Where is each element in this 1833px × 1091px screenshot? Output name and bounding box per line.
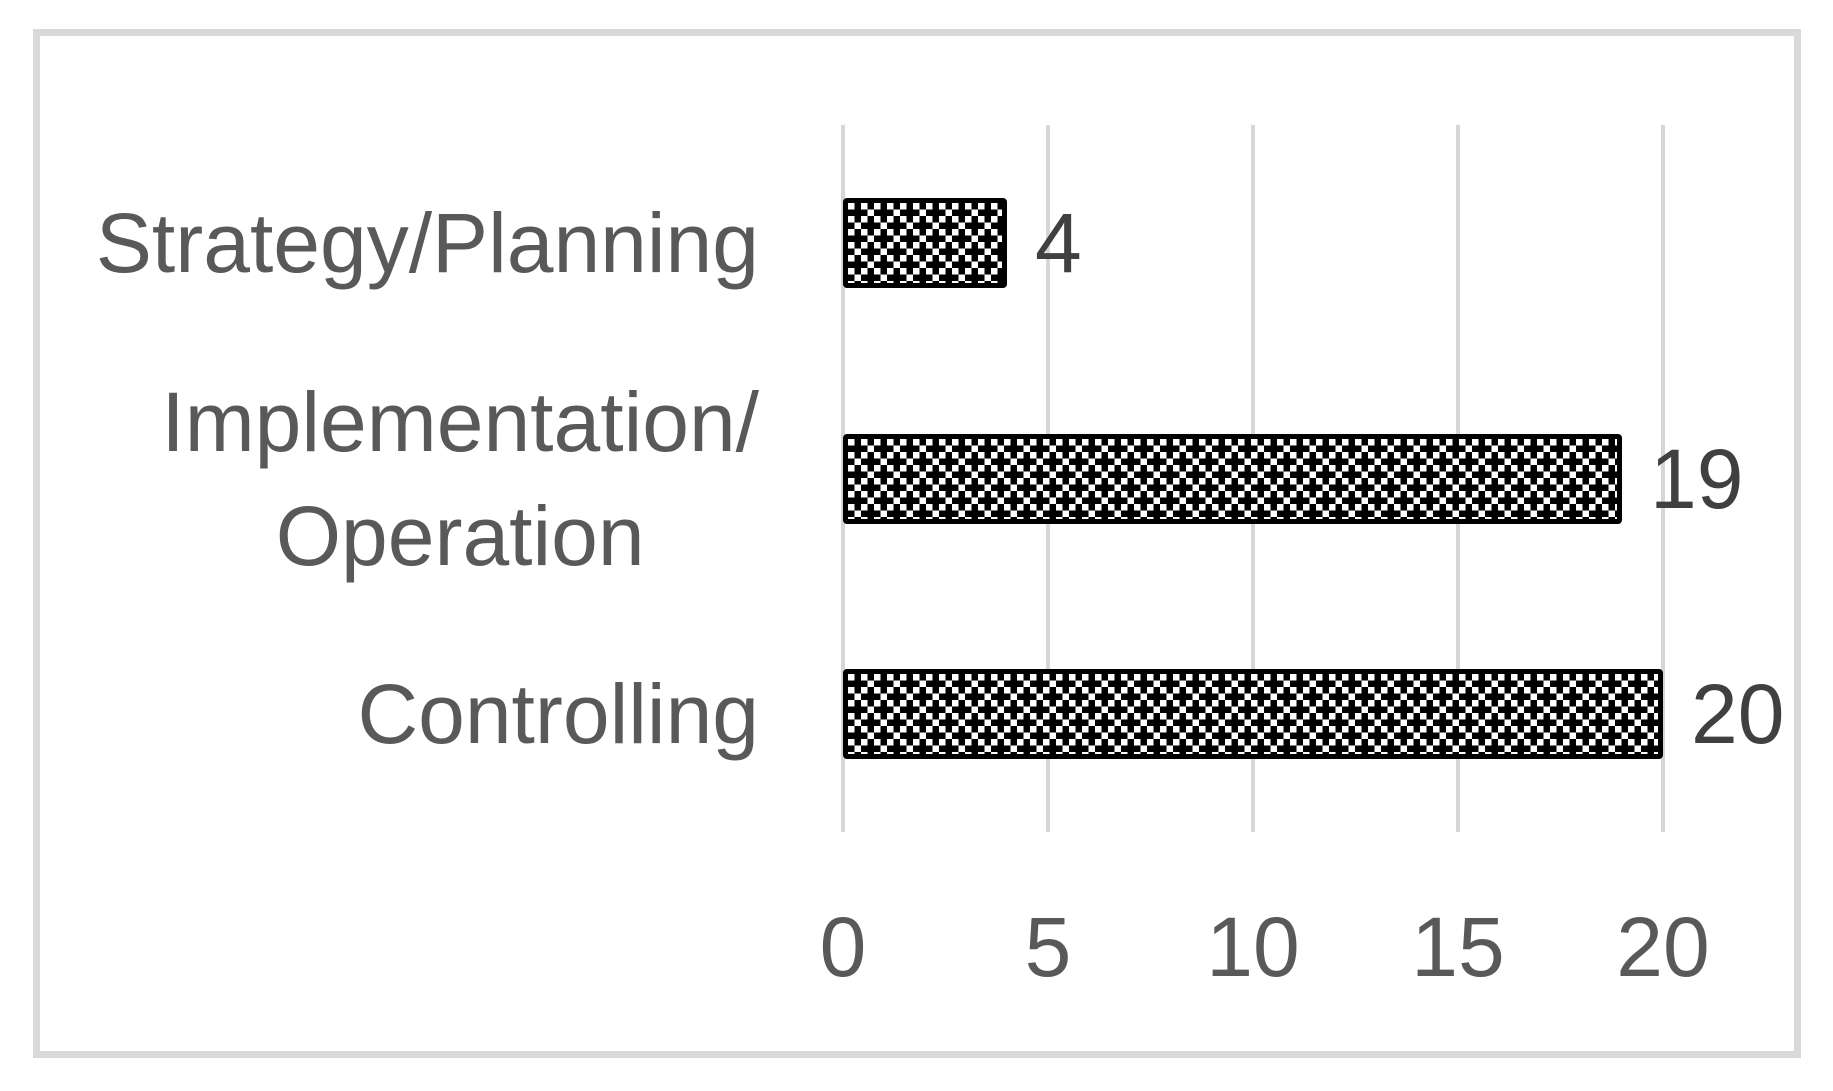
category-axis: Strategy/Planning Implementation/ Operat…	[36, 125, 759, 832]
x-tick-label: 10	[1206, 900, 1300, 994]
bar-pattern-fill	[848, 202, 1002, 283]
data-label: 19	[1650, 431, 1744, 526]
bar-implementation-operation	[843, 433, 1622, 524]
x-tick-label: 20	[1616, 900, 1710, 994]
category-label-text: Strategy/Planning	[95, 195, 759, 290]
bar-pattern-fill	[848, 674, 1658, 755]
category-label-implementation-operation: Implementation/ Operation	[36, 364, 759, 592]
category-label-text: Implementation/ Operation	[161, 374, 759, 583]
bar-pattern-fill	[848, 438, 1617, 519]
category-label-controlling: Controlling	[36, 657, 759, 771]
x-tick-label: 15	[1411, 900, 1505, 994]
category-label-text: Controlling	[357, 667, 759, 762]
x-tick-label: 5	[1024, 900, 1072, 994]
bar-controlling	[843, 669, 1663, 760]
bar-strategy-planning	[843, 197, 1007, 288]
gridline	[1661, 125, 1665, 832]
data-label: 20	[1691, 667, 1785, 762]
data-label: 4	[1035, 195, 1082, 290]
category-label-strategy-planning: Strategy/Planning	[36, 186, 759, 300]
plot-area: 4 19 20	[841, 125, 1784, 832]
x-tick-label: 0	[819, 900, 867, 994]
